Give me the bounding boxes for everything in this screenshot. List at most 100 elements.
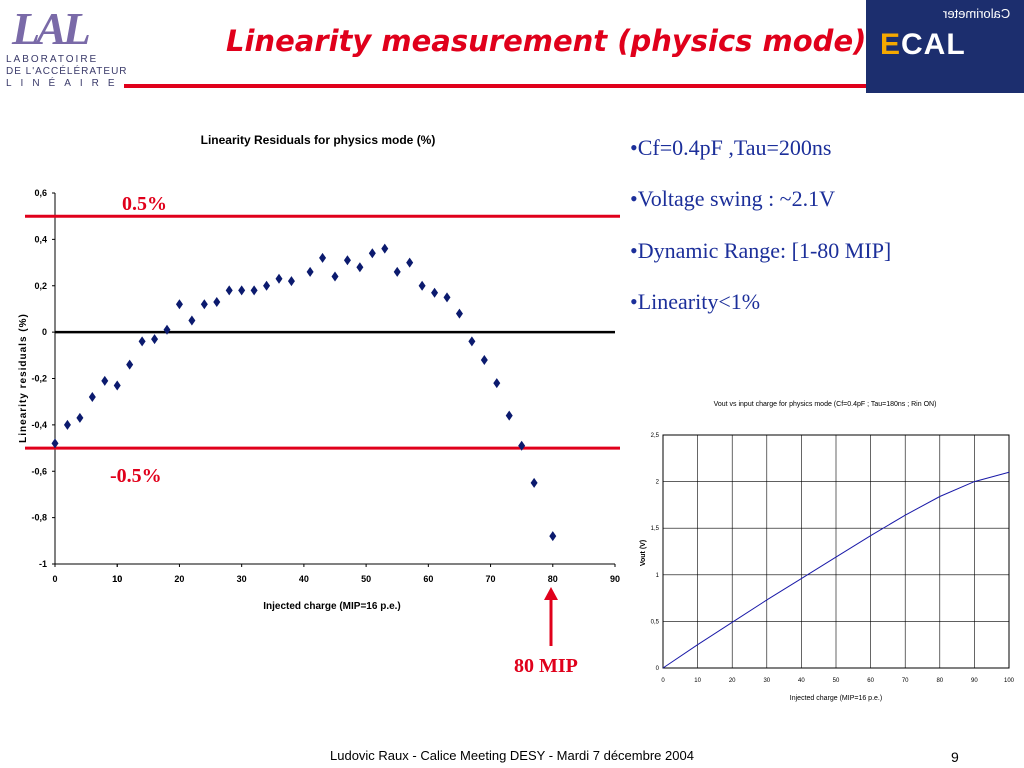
residuals-y-tick-label: 0 [42, 327, 47, 337]
vout-x-label: Injected charge (MIP=16 p.e.) [790, 695, 882, 702]
vout-x-tick-label: 50 [833, 678, 840, 684]
residuals-y-label: Linearity residuals (%) [18, 313, 29, 443]
residual-point [175, 299, 183, 310]
ecal-logo-e: E [880, 28, 902, 61]
residual-point [63, 419, 71, 430]
lal-logo-line2: DE L'ACCÉLÉRATEUR [6, 66, 128, 77]
vout-y-tick-label: 1,5 [651, 526, 660, 532]
residual-point [51, 438, 59, 449]
vout-y-tick-label: 1 [656, 573, 660, 579]
mip-arrow-head [544, 587, 558, 600]
residuals-chart: Linearity Residuals for physics mode (%)… [18, 133, 620, 612]
residuals-x-label: Injected charge (MIP=16 p.e.) [263, 601, 401, 612]
residual-point [188, 315, 196, 326]
bullet-2: •Voltage swing : ~2.1V [630, 186, 835, 211]
vout-series-line [662, 471, 1010, 669]
vout-y-label: Vout (V) [640, 540, 647, 566]
vout-x-tick-label: 10 [694, 678, 701, 684]
residual-point [505, 410, 513, 421]
residual-point [393, 266, 401, 277]
residuals-x-tick-label: 40 [299, 574, 309, 584]
vout-x-tick-label: 40 [798, 678, 805, 684]
residual-point [368, 248, 376, 259]
residuals-x-tick-label: 10 [112, 574, 122, 584]
residual-point [163, 324, 171, 335]
residuals-x-tick-label: 70 [486, 574, 496, 584]
residuals-y-tick-label: 0,4 [34, 234, 47, 244]
lower-limit-label: -0.5% [110, 465, 162, 487]
mip-label: 80 MIP [514, 655, 578, 677]
residual-point [151, 334, 159, 345]
residual-point [126, 359, 134, 370]
residual-point [518, 440, 526, 451]
residual-point [238, 285, 246, 296]
ecal-logo-rest: CAL [901, 28, 966, 61]
residual-point [225, 285, 233, 296]
title-underline [124, 84, 866, 88]
residuals-y-ticks: 0,6 0,4 0,2 0 -0,2 -0,4 -0,6 -0,8 -1 [31, 188, 55, 569]
lal-logo: LAL LABORATOIRE DE L'ACCÉLÉRATEUR LINÉAI… [4, 2, 127, 89]
residual-point [319, 252, 327, 263]
residuals-y-tick-label: -0,8 [31, 513, 47, 523]
bullet-1: •Cf=0.4pF ,Tau=200ns [630, 135, 832, 160]
residual-point [200, 299, 208, 310]
vout-chart-title: Vout vs input charge for physics mode (C… [714, 401, 937, 408]
vout-y-ticks: 2,5 2 1,5 1 0,5 0 [651, 433, 660, 672]
residual-point [530, 477, 538, 488]
residual-point [113, 380, 121, 391]
residual-point [263, 280, 271, 291]
residuals-y-tick-label: -0,6 [31, 466, 47, 476]
upper-limit-label: 0.5% [122, 193, 167, 215]
vout-chart: Vout vs input charge for physics mode (C… [640, 401, 1015, 702]
footer-text: Ludovic Raux - Calice Meeting DESY - Mar… [330, 748, 694, 763]
vout-y-tick-label: 0 [656, 666, 660, 672]
residual-point [418, 280, 426, 291]
vout-x-tick-label: 20 [729, 678, 736, 684]
residual-point [455, 308, 463, 319]
residual-point [381, 243, 389, 254]
residuals-chart-title: Linearity Residuals for physics mode (%) [201, 133, 436, 147]
residual-point [443, 292, 451, 303]
lal-logo-line3: LINÉAIRE [6, 78, 124, 89]
vout-plot-frame [662, 434, 1010, 669]
residuals-x-tick-label: 10 [112, 574, 122, 584]
ecal-logo-caption: Calorimeter [942, 6, 1010, 21]
slide-title: Linearity measurement (physics mode) [226, 24, 867, 58]
residual-point [88, 392, 96, 403]
residual-point [431, 287, 439, 298]
residuals-x-tick-label: 80 [548, 574, 558, 584]
lal-logo-word: LAL [12, 3, 91, 54]
residuals-points [51, 243, 557, 542]
vout-x-tick-label: 70 [902, 678, 909, 684]
residual-point [138, 336, 146, 347]
vout-x-tick-label: 90 [971, 678, 978, 684]
residual-point [480, 354, 488, 365]
residuals-y-tick-label: -0,2 [31, 374, 47, 384]
residual-point [213, 296, 221, 307]
residual-point [493, 378, 501, 389]
residual-point [343, 255, 351, 266]
vout-x-tick-label: 0 [661, 678, 665, 684]
residuals-x-tick-label: 60 [423, 574, 433, 584]
residual-point [331, 271, 339, 282]
residual-point [549, 531, 557, 542]
residuals-y-tick-label: -1 [39, 559, 47, 569]
ecal-logo: Calorimeter ECAL [866, 0, 1024, 93]
bullet-3: •Dynamic Range: [1-80 MIP] [630, 238, 892, 263]
residual-point [306, 266, 314, 277]
residual-point [101, 375, 109, 386]
vout-x-tick-label: 30 [763, 678, 770, 684]
vout-y-tick-label: 2 [656, 480, 660, 486]
residual-point [356, 262, 364, 273]
residuals-y-tick-label: 0,6 [34, 188, 47, 198]
mip-arrow [544, 587, 558, 646]
vout-x-tick-label: 80 [936, 678, 943, 684]
residuals-x-tick-label: 20 [174, 574, 184, 584]
residuals-x-tick-label: 90 [610, 574, 620, 584]
residuals-y-tick-label: -0,4 [31, 420, 47, 430]
page-number: 9 [951, 749, 959, 765]
vout-y-tick-label: 0,5 [651, 619, 660, 625]
residual-point [287, 276, 295, 287]
residuals-x-tick-label: 0 [52, 574, 57, 584]
vout-x-tick-label: 60 [867, 678, 874, 684]
